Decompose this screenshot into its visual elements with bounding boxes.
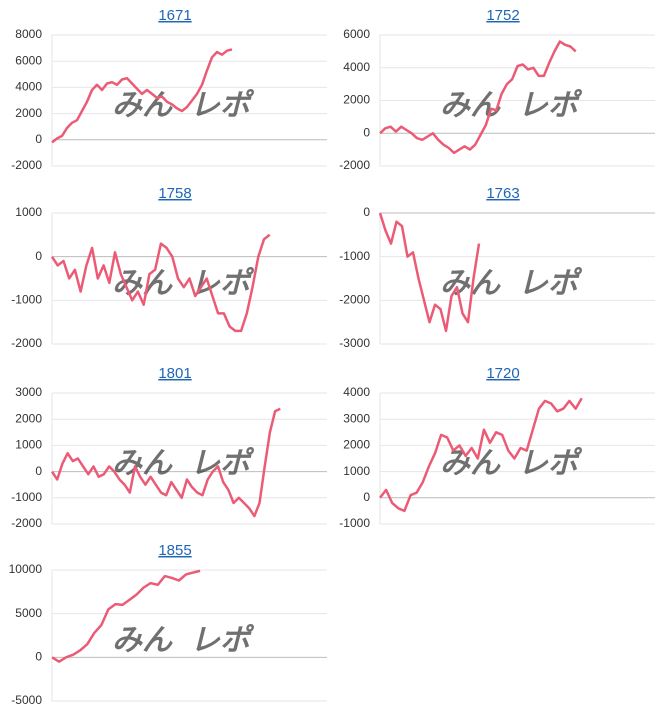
y-tick-label: 2000 [15, 106, 42, 120]
y-tick-label: -1000 [11, 490, 42, 504]
y-tick-label: 0 [363, 205, 370, 219]
y-tick-label: 4000 [343, 385, 370, 399]
y-tick-label: 2000 [15, 411, 42, 425]
line-series [379, 397, 583, 513]
y-tick-label: 6000 [15, 53, 42, 67]
watermark: レポ [190, 266, 255, 301]
watermark: みん [440, 446, 501, 481]
chart-title[interactable]: 1801 [158, 365, 191, 382]
y-tick-label: 1000 [15, 205, 42, 219]
chart-title[interactable]: 1671 [158, 7, 191, 24]
watermark: レポ [190, 88, 255, 123]
line-series [50, 407, 281, 518]
y-tick-label: 0 [35, 650, 42, 664]
watermark: みん [440, 88, 501, 123]
y-tick-label: 0 [363, 490, 370, 504]
y-tick-label: -3000 [339, 336, 370, 350]
watermark: レポ [518, 446, 583, 481]
chart-title[interactable]: 1855 [158, 542, 191, 559]
line-series [379, 40, 577, 155]
chart-title[interactable]: 1752 [486, 7, 519, 24]
y-tick-label: 0 [35, 464, 42, 478]
line-series [51, 569, 201, 663]
y-tick-label: -1000 [339, 516, 370, 530]
y-tick-label: -5000 [11, 693, 42, 707]
y-tick-label: 4000 [15, 80, 42, 94]
y-tick-label: -2000 [11, 336, 42, 350]
y-tick-label: 0 [363, 125, 370, 139]
line-series [378, 212, 481, 333]
y-tick-label: 10000 [9, 562, 43, 576]
y-tick-label: -1000 [339, 249, 370, 263]
y-tick-label: 0 [35, 249, 42, 263]
y-tick-label: 3000 [15, 385, 42, 399]
watermark: みん [112, 266, 173, 301]
y-tick-label: 4000 [343, 60, 370, 74]
watermark: レポ [518, 266, 583, 301]
watermark: レポ [190, 623, 255, 658]
y-tick-label: -2000 [11, 516, 42, 530]
y-tick-label: -2000 [11, 158, 42, 172]
y-tick-label: -2000 [339, 158, 370, 172]
y-tick-label: 1000 [15, 438, 42, 452]
y-tick-label: 8000 [15, 27, 42, 41]
watermark: みん [112, 446, 173, 481]
y-tick-label: 1000 [343, 464, 370, 478]
line-series [51, 48, 233, 144]
chart-title[interactable]: 1763 [486, 185, 519, 202]
y-tick-label: 3000 [343, 411, 370, 425]
watermark: みん [112, 623, 173, 658]
chart-title[interactable]: 1720 [486, 365, 519, 382]
y-tick-label: 2000 [343, 438, 370, 452]
y-tick-label: 5000 [15, 606, 42, 620]
y-tick-label: 2000 [343, 93, 370, 107]
y-tick-label: -1000 [11, 293, 42, 307]
chart-title[interactable]: 1758 [158, 185, 191, 202]
watermark: レポ [518, 88, 583, 123]
line-series [50, 233, 271, 333]
y-tick-label: 6000 [343, 27, 370, 41]
watermark: レポ [190, 446, 255, 481]
y-tick-label: 0 [35, 132, 42, 146]
y-tick-label: -2000 [339, 293, 370, 307]
